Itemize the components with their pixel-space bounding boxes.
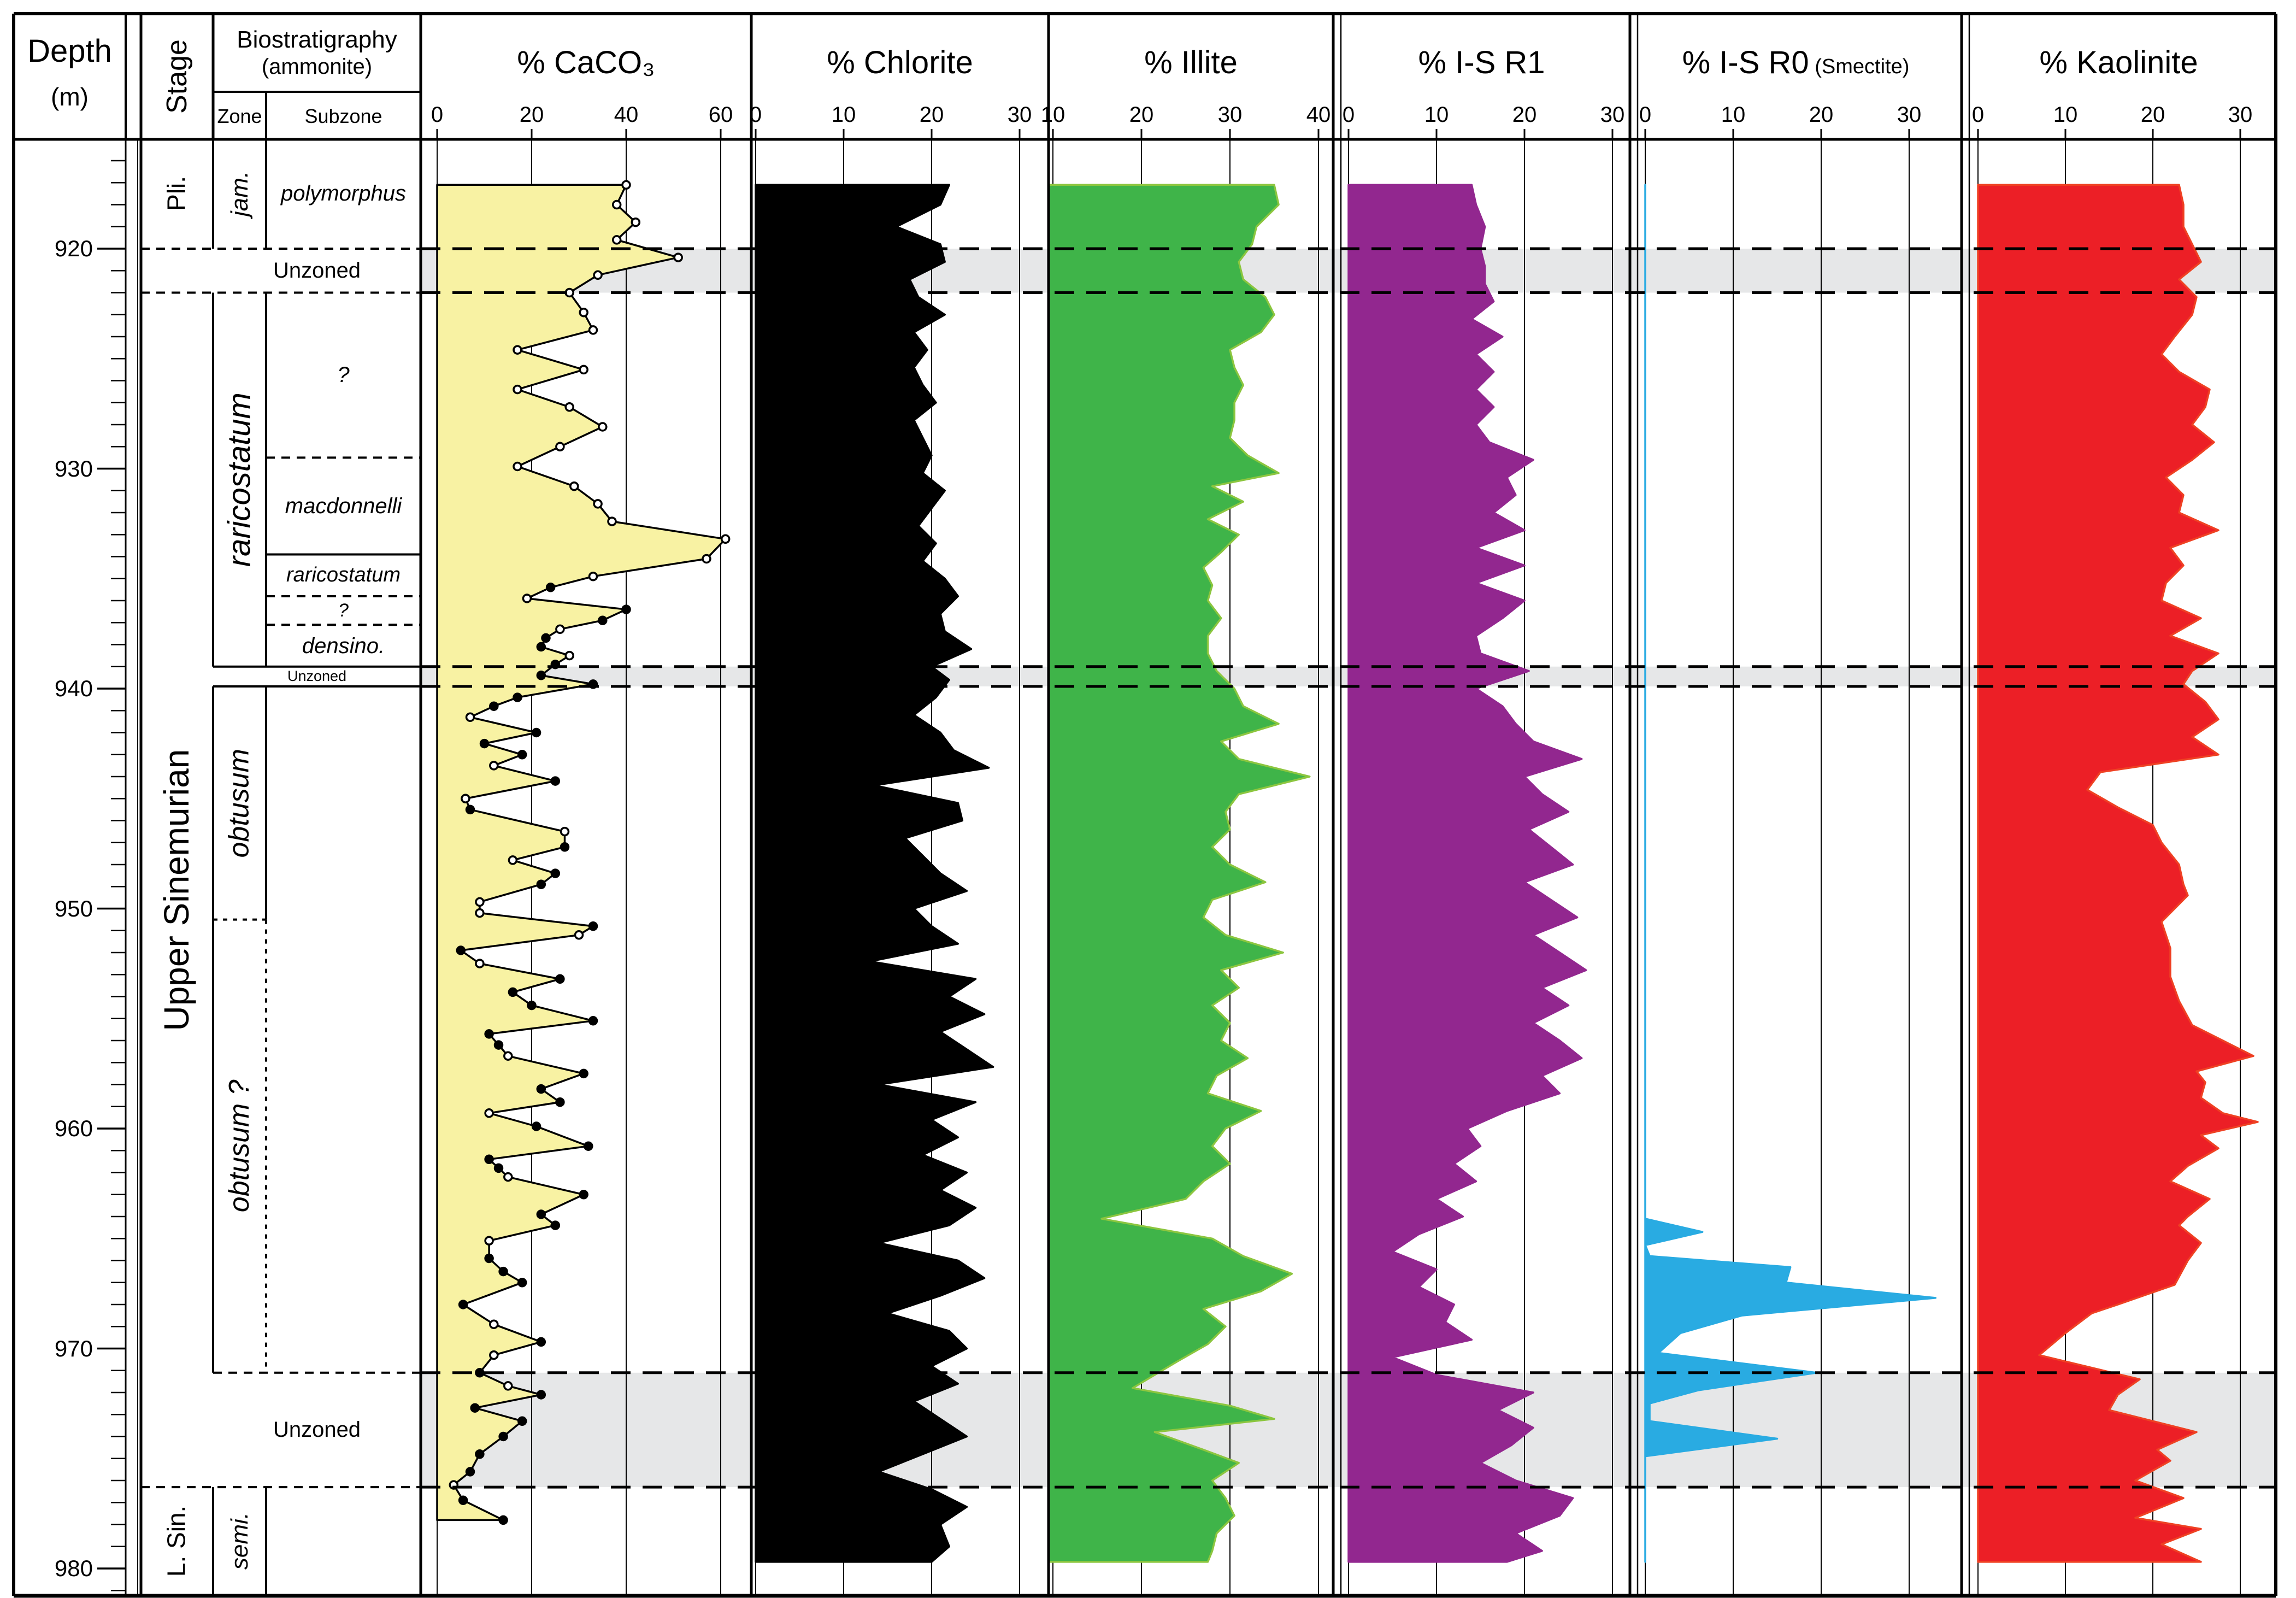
data-point-marker [579, 307, 588, 318]
data-point-marker [475, 959, 485, 968]
data-point-marker [498, 1266, 508, 1277]
data-point-marker [555, 974, 565, 984]
data-point-marker [493, 1040, 504, 1050]
data-point-marker [536, 642, 546, 652]
data-point-marker [536, 671, 546, 680]
data-point-marker [579, 365, 588, 375]
data-point-marker [503, 1381, 513, 1391]
data-point-marker [593, 270, 603, 280]
data-point-marker [498, 1431, 508, 1442]
data-point-marker [489, 701, 499, 711]
data-point-marker [720, 534, 731, 544]
series-area-Chlorite [755, 184, 994, 1563]
data-point-marker [579, 1068, 588, 1079]
data-point-marker [475, 1368, 485, 1378]
data-point-marker [593, 499, 603, 509]
data-point-marker [484, 1108, 494, 1118]
data-point-marker [598, 615, 608, 625]
series-area-CaCO [436, 184, 727, 1521]
data-point-marker [574, 930, 584, 940]
data-point-marker [465, 712, 475, 722]
data-point-marker [579, 1190, 588, 1200]
data-point-marker [479, 738, 490, 749]
data-point-marker [564, 402, 574, 412]
data-point-marker [550, 776, 561, 786]
data-point-marker [621, 180, 631, 190]
data-point-marker [560, 842, 570, 852]
data-point-marker [527, 1000, 537, 1010]
data-point-marker [598, 422, 608, 432]
data-point-marker [555, 1097, 565, 1107]
data-point-marker [465, 1467, 475, 1477]
data-point-marker [588, 325, 598, 335]
data-point-marker [503, 1172, 513, 1182]
data-point-marker [493, 1163, 504, 1173]
data-point-marker [489, 1319, 499, 1329]
data-point-marker [475, 1449, 485, 1459]
series-area-Kaolinite [1977, 184, 2259, 1563]
data-point-marker [531, 727, 541, 738]
series-area-ISR1 [1347, 184, 1587, 1563]
data-point-marker [673, 252, 683, 262]
data-point-marker [536, 1084, 546, 1094]
data-point-marker [569, 481, 579, 491]
data-point-marker [513, 384, 522, 395]
data-point-marker [470, 1403, 480, 1413]
series-area-ISR0 [1644, 184, 1937, 1563]
data-point-marker [536, 1209, 546, 1219]
data-point-marker [588, 921, 598, 931]
data-point-marker [555, 442, 565, 452]
data-point-marker [484, 1154, 494, 1165]
data-point-marker [458, 1495, 468, 1505]
data-point-marker [541, 633, 551, 643]
data-point-marker [484, 1029, 494, 1039]
data-point-marker [508, 855, 518, 865]
data-point-marker [465, 804, 475, 815]
data-point-marker [611, 235, 622, 245]
data-point-marker [536, 879, 546, 889]
data-point-marker [517, 1278, 527, 1288]
data-point-marker [513, 345, 522, 355]
data-point-marker [513, 692, 522, 702]
series-area-Illite [1047, 184, 1311, 1563]
data-point-marker [489, 761, 499, 771]
data-point-marker [560, 826, 570, 837]
data-point-marker [503, 1051, 513, 1061]
data-point-marker [550, 1220, 561, 1230]
data-point-marker [536, 1390, 546, 1400]
data-point-marker [498, 1515, 508, 1525]
data-point-marker [522, 594, 532, 603]
data-point-marker [484, 1253, 494, 1264]
data-point-marker [702, 554, 711, 564]
data-point-marker [611, 199, 622, 210]
data-point-marker [536, 1337, 546, 1347]
data-point-marker [489, 1350, 499, 1360]
data-point-marker [475, 897, 485, 907]
data-point-marker [517, 1416, 527, 1426]
data-point-marker [461, 794, 470, 804]
data-point-marker [508, 987, 518, 997]
data-point-marker [584, 1141, 593, 1151]
data-point-marker [484, 1236, 494, 1246]
data-point-marker [458, 1300, 468, 1309]
data-point-marker [621, 604, 631, 614]
data-point-marker [456, 945, 466, 955]
data-point-marker [550, 868, 561, 878]
data-point-marker [555, 624, 565, 634]
data-point-marker [607, 516, 617, 526]
data-point-marker [545, 583, 556, 592]
data-point-marker [631, 217, 641, 227]
data-point-marker [564, 650, 574, 661]
data-point-marker [588, 571, 598, 581]
data-point-marker [517, 750, 527, 760]
data-point-marker [475, 908, 485, 918]
data-point-marker [588, 1016, 598, 1026]
data-point-marker [513, 461, 522, 472]
data-point-marker [531, 1121, 541, 1131]
